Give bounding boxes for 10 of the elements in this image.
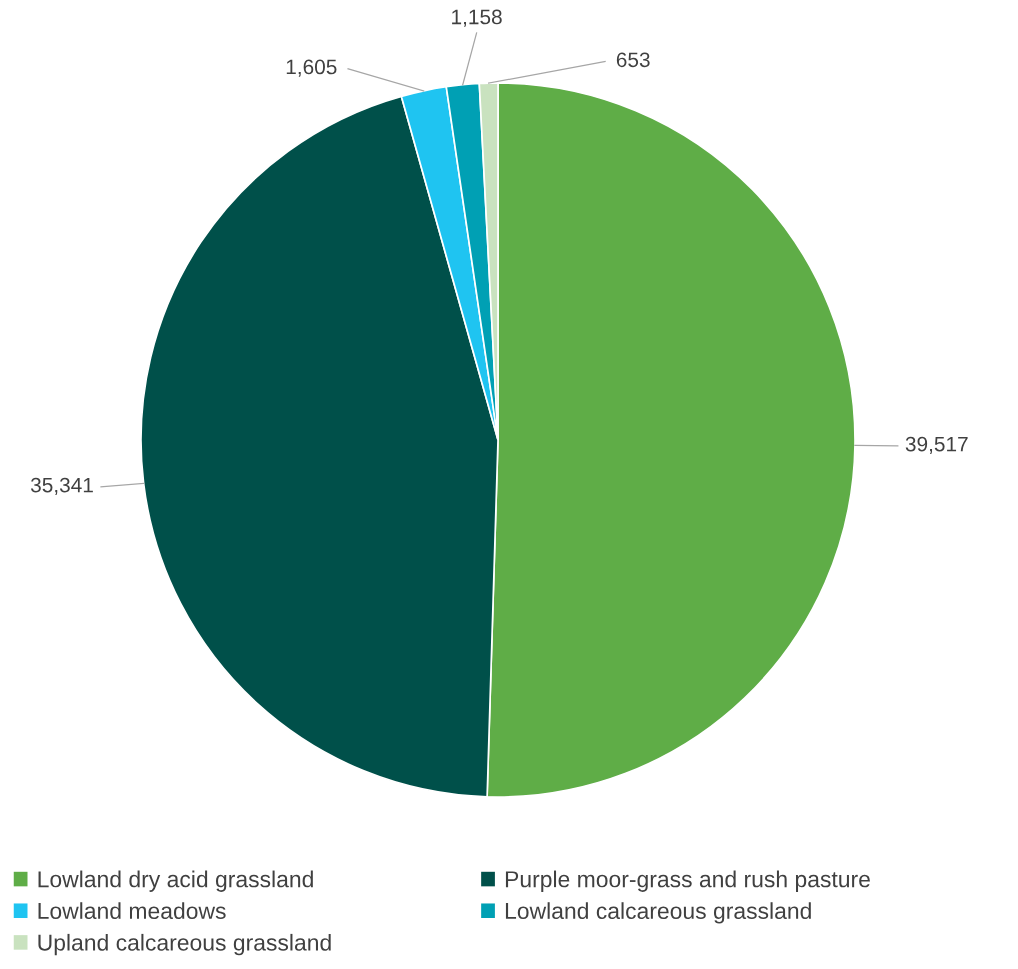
legend-label: Upland calcareous grassland (38, 933, 331, 956)
legend-label: Purple moor-grass and rush pasture (505, 870, 870, 892)
data-label: 35,341 (30, 477, 93, 495)
legend-label: Lowland dry acid grassland (38, 870, 313, 892)
data-label: 39,517 (905, 436, 968, 454)
data-label: 1,158 (452, 9, 502, 27)
data-label: 1,605 (286, 59, 337, 77)
data-label: 653 (616, 52, 650, 68)
legend-label: Lowland meadows (38, 902, 226, 920)
legend-label: Lowland calcareous grassland (505, 902, 811, 924)
